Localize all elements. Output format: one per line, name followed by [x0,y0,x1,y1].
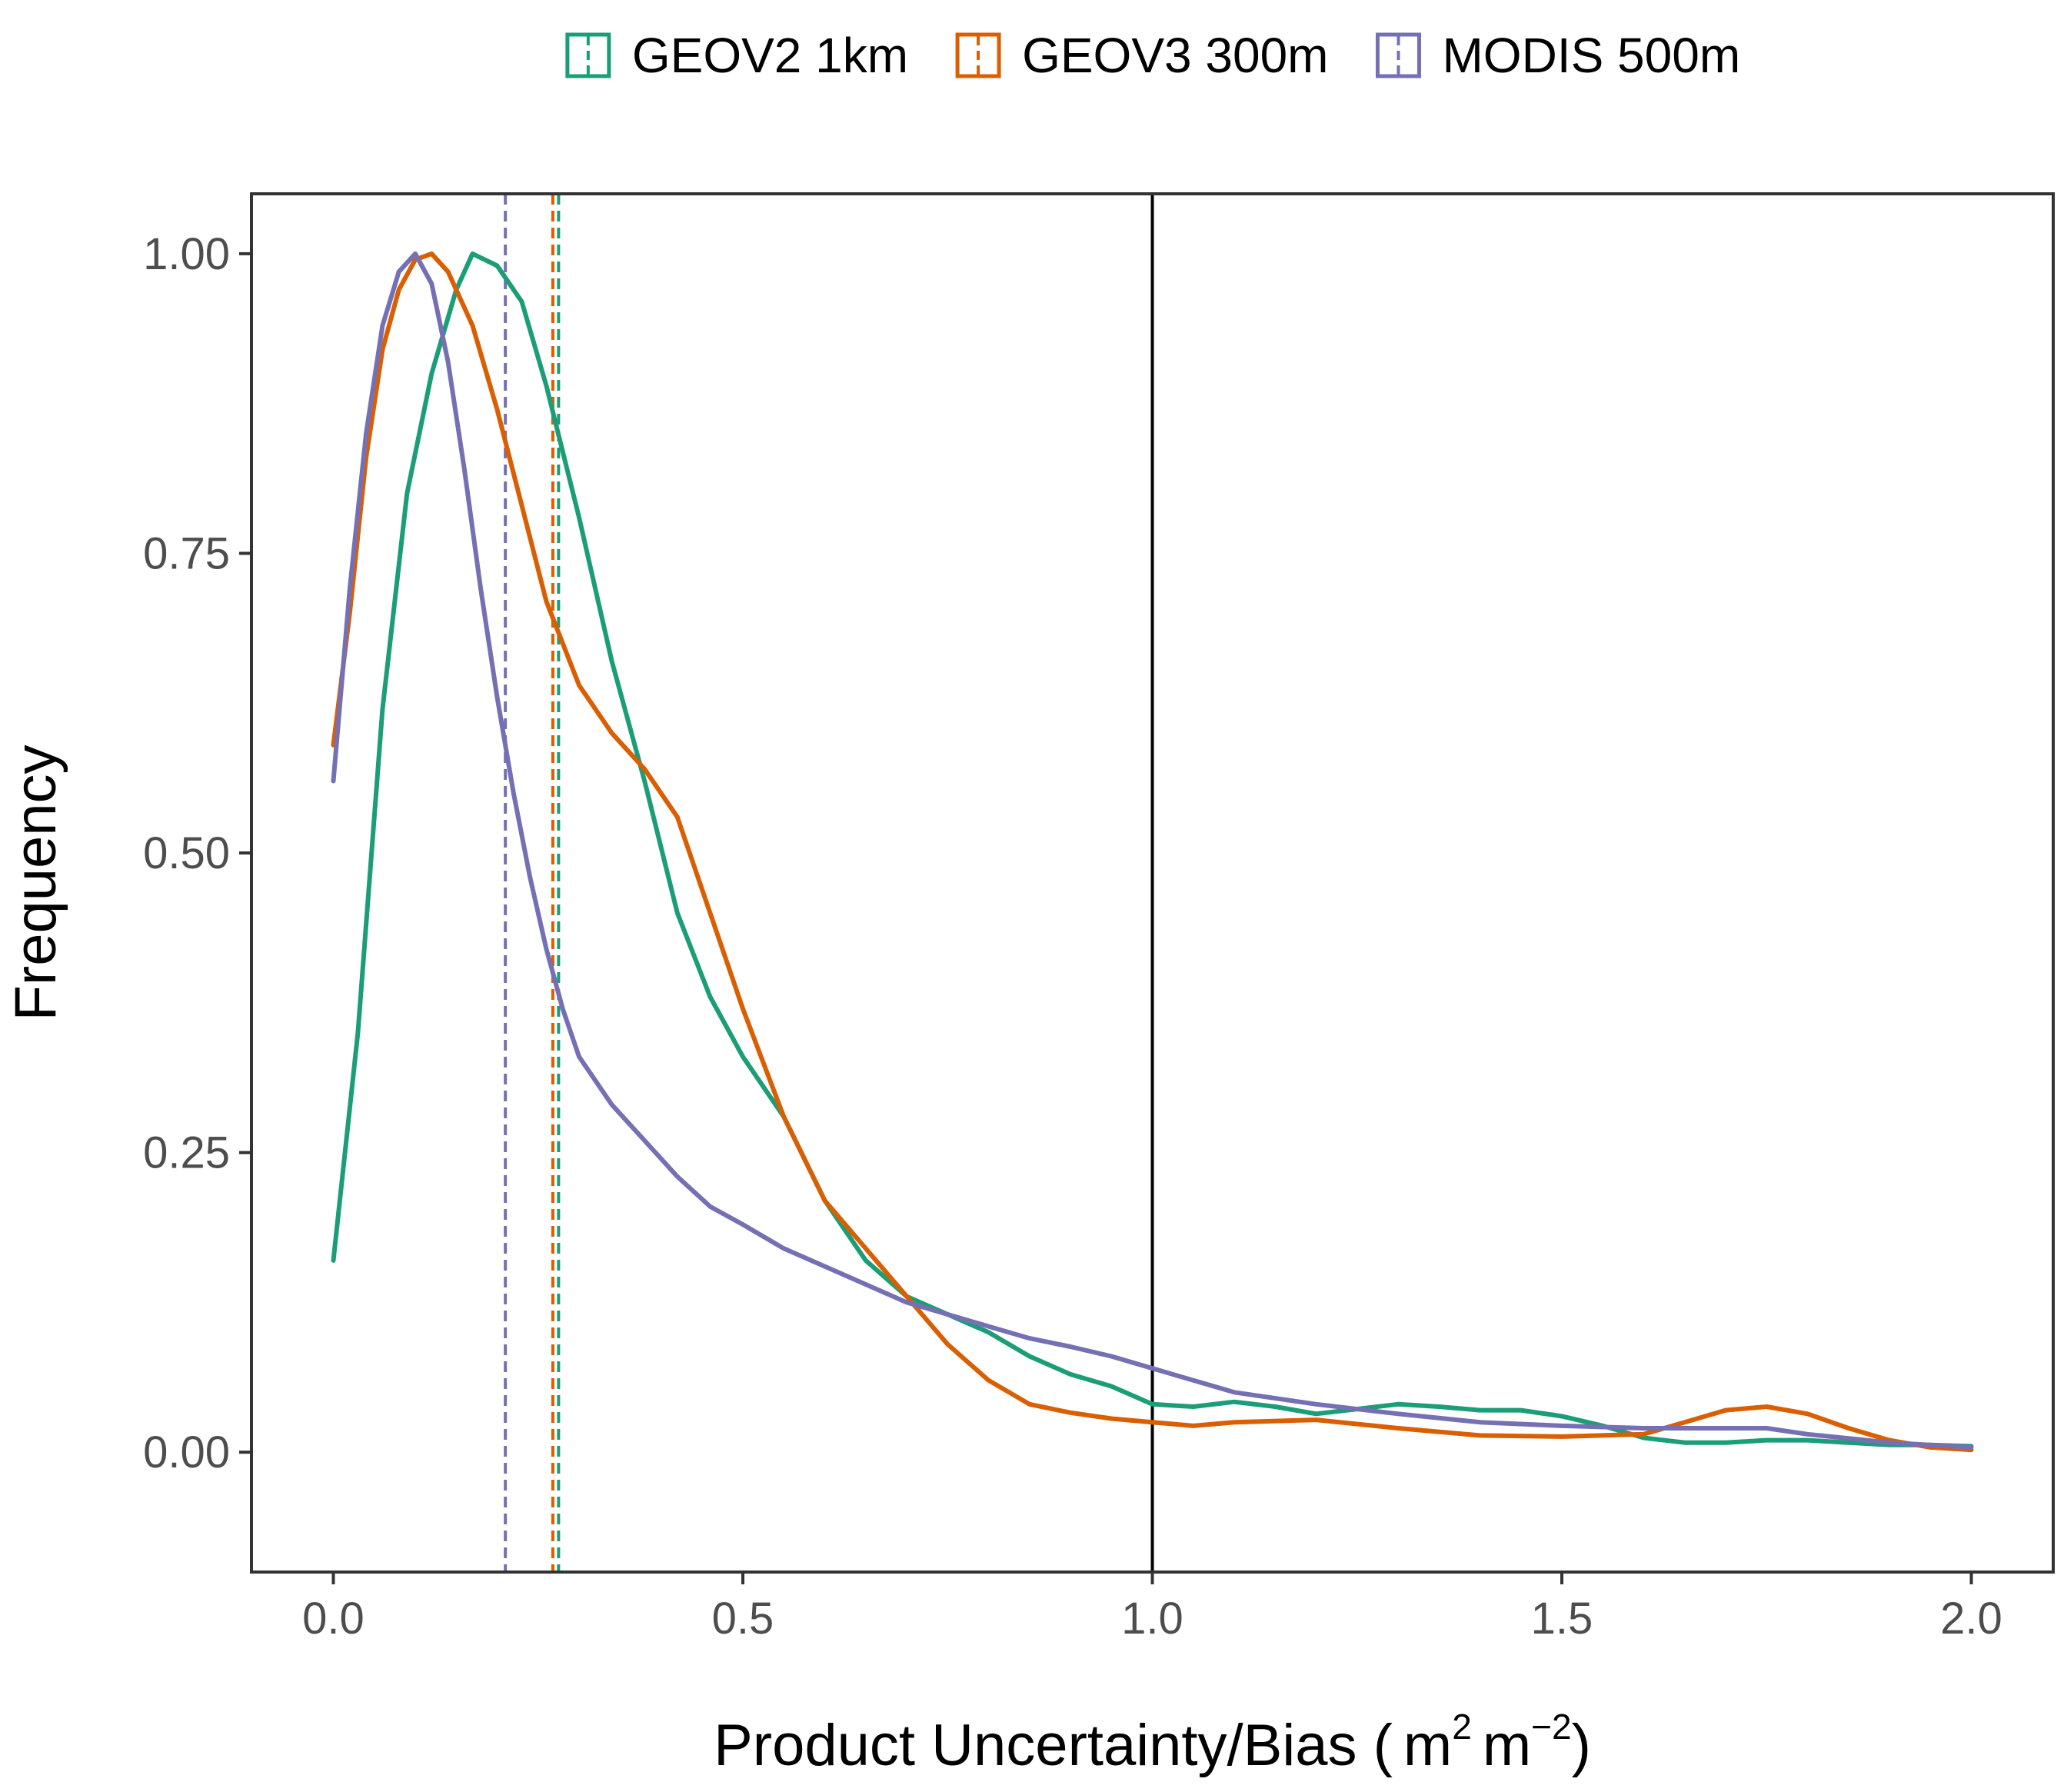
x-axis-unit-base-2: m [1483,1713,1531,1778]
legend-label: MODIS 500m [1442,28,1740,83]
y-axis-title: Frequency [3,744,68,1021]
legend-key [955,32,1001,78]
x-axis-title-text: Product Uncertainty/Bias ( [714,1713,1393,1778]
y-tick-label: 0.50 [143,828,230,878]
axis-ticks [239,251,1973,1584]
x-axis-title: Product Uncertainty/Bias (m2 m−2) [714,1707,1591,1778]
series-line [331,251,1974,1449]
series-line [331,251,1974,1453]
x-axis-unit-base-1: m [1403,1713,1452,1778]
y-tick-label: 0.25 [143,1128,230,1178]
tick-labels: 0.0 0.5 1.0 1.5 2.0 0.00 0.25 0.50 0.75 1.00 [143,229,2002,1644]
series-line [331,251,1974,1450]
x-axis-unit-exp-1: 2 [1452,1707,1472,1747]
x-tick-label: 1.0 [1121,1594,1183,1644]
y-tick-label: 1.00 [143,229,230,279]
series-lines [331,251,1974,1453]
legend-key [1375,32,1421,78]
x-tick-label: 1.5 [1531,1594,1593,1644]
mean-lines [504,194,561,1572]
x-axis-unit-close: ) [1572,1713,1591,1778]
legend-item: GEOV2 1km [565,28,908,83]
x-axis-unit-exp-2: −2 [1531,1707,1571,1747]
x-tick-label: 0.5 [712,1594,774,1644]
legend-key [565,32,611,78]
y-tick-label: 0.00 [143,1427,230,1477]
y-tick-label: 0.75 [143,528,230,578]
legend-label: GEOV2 1km [632,28,908,83]
legend-item: MODIS 500m [1375,28,1740,83]
legend-label: GEOV3 300m [1022,28,1328,83]
legend-item: GEOV3 300m [955,28,1328,83]
plot-panel-border [250,192,2055,1574]
x-tick-label: 2.0 [1940,1594,2002,1644]
x-tick-label: 0.0 [302,1594,365,1644]
legend: GEOV2 1km GEOV3 300m MODIS 500m [565,28,1740,83]
